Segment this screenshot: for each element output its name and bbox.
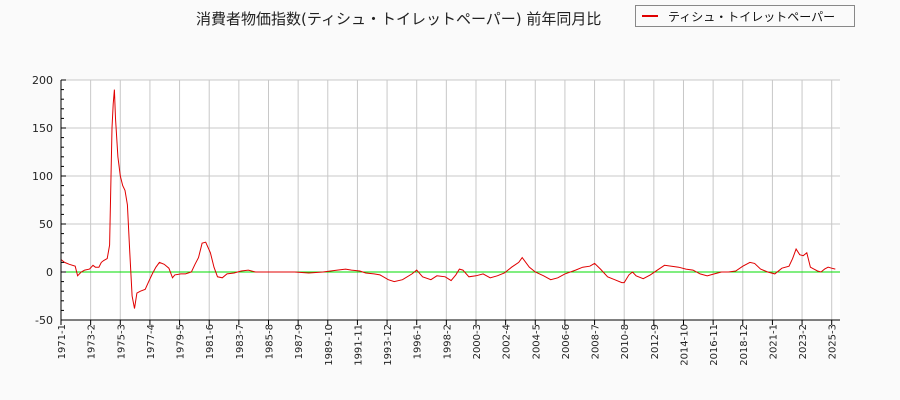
x-tick-label: 1989-10 xyxy=(324,324,335,366)
x-tick-label: 2018-12 xyxy=(739,324,750,366)
x-tick-label: 1971-1 xyxy=(57,324,68,359)
x-tick-label: 1996-1 xyxy=(413,324,424,359)
x-tick-label: 2023-2 xyxy=(798,324,809,359)
axes xyxy=(60,80,840,321)
y-tick-label: 150 xyxy=(32,122,53,135)
x-tick-label: 2025-3 xyxy=(828,324,839,359)
y-tick-label: 100 xyxy=(32,170,53,183)
x-tick-label: 2006-6 xyxy=(561,324,572,359)
x-tick-label: 1993-12 xyxy=(383,324,394,366)
plot-area xyxy=(61,80,840,320)
x-tick-label: 1981-6 xyxy=(205,324,216,359)
legend-swatch xyxy=(642,15,658,17)
x-axis-ticks: 1971-1 1973-2 1975-3 1977-4 1979-5 1981-6 1983… xyxy=(57,320,839,366)
x-tick-label: 2010-8 xyxy=(620,324,631,359)
x-tick-label: 1985-8 xyxy=(264,324,275,359)
x-tick-label: 1991-11 xyxy=(353,324,364,366)
legend-label: ティシュ・トイレットペーパー xyxy=(668,9,836,24)
x-tick-label: 1998-2 xyxy=(442,324,453,359)
x-tick-label: 1977-4 xyxy=(146,324,157,359)
y-tick-label: -50 xyxy=(35,314,53,327)
series-line-tissue-toilet-paper xyxy=(60,89,836,309)
x-tick-label: 2002-4 xyxy=(502,324,513,359)
legend: ティシュ・トイレットペーパー xyxy=(635,5,855,27)
x-tick-label: 2016-11 xyxy=(709,324,720,366)
x-tick-label: 1983-7 xyxy=(235,324,246,359)
x-tick-label: 2000-3 xyxy=(472,324,483,359)
y-tick-label: 200 xyxy=(32,74,53,87)
x-tick-label: 2008-7 xyxy=(591,324,602,359)
x-tick-label: 2004-5 xyxy=(531,324,542,359)
y-tick-label: 50 xyxy=(39,218,53,231)
x-tick-label: 2021-1 xyxy=(768,324,779,359)
y-tick-label: 0 xyxy=(46,266,53,279)
x-tick-label: 1975-3 xyxy=(116,324,127,359)
x-tick-label: 1979-5 xyxy=(176,324,187,359)
y-axis-ticks: -50 0 50 100 150 200 xyxy=(32,74,66,327)
x-tick-label: 1987-9 xyxy=(294,324,305,359)
x-tick-label: 1973-2 xyxy=(87,324,98,359)
x-tick-label: 2012-9 xyxy=(650,324,661,359)
x-tick-label: 2014-10 xyxy=(679,324,690,366)
chart-title: 消費者物価指数(ティシュ・トイレットペーパー) 前年同月比 xyxy=(196,10,602,28)
